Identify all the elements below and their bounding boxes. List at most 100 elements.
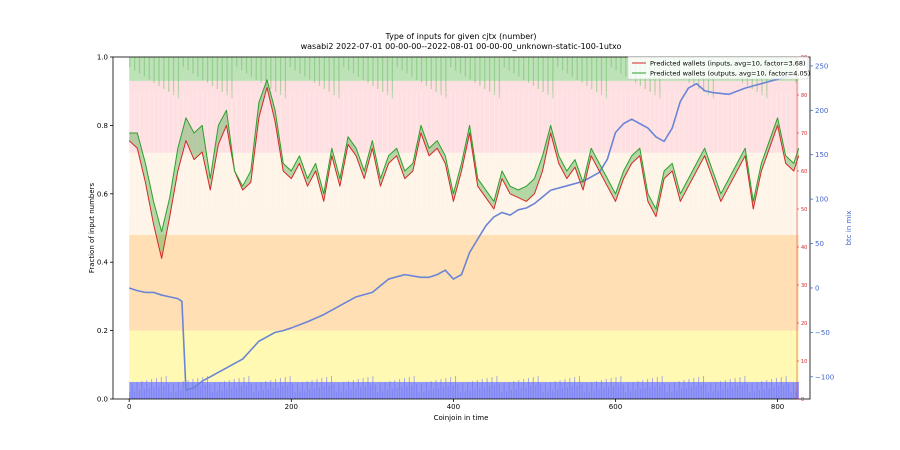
stripe-light [226,91,228,211]
stripe-blue [649,387,651,399]
y-axis-right-outer: −100 −50 0 50 100 150 200 250 [810,62,834,381]
stripe-blue [598,389,600,399]
stripe-green [386,57,389,96]
stripe-light [357,91,359,211]
stripe-blue [382,391,384,399]
stripe-blue [292,384,294,399]
stripe-light [600,91,602,211]
stripe-blue [455,376,457,399]
stripe-green [245,57,248,74]
stripe-blue [581,384,583,399]
stripe-green [236,57,238,68]
stripe-light [596,91,597,211]
stripe-blue [231,388,233,399]
stripe-blue [603,388,605,399]
y3-tick-label: 0 [801,397,804,403]
stripe-light [508,91,510,211]
stripe-light [678,91,680,211]
stripe-green [416,57,418,80]
stripe-blue [357,379,359,399]
stripe-blue [744,376,746,399]
stripe-blue [630,391,632,399]
x-tick-label: 400 [447,403,460,411]
stripe-light [615,91,617,211]
stripe-blue [279,378,281,399]
y3-tick-label: 60 [801,169,807,175]
stripe-blue [151,379,153,399]
stripe-green [459,57,462,74]
stripe-blue [194,387,196,399]
stripe-blue [656,377,658,399]
stripe-blue [727,388,729,399]
background-band-4 [129,80,799,153]
stripe-light [265,91,267,211]
stripe-green [172,57,175,96]
stripe-blue [503,383,505,399]
y3-tick-label: 80 [801,93,807,99]
stripe-light [795,91,797,211]
stripe-blue [513,381,515,399]
stripe-light [649,91,651,211]
stripe-blue [270,380,272,399]
stripe-light [586,91,588,211]
stripe-blue [396,388,398,399]
y2-tick-label: 150 [815,151,828,159]
y2-tick-label: −100 [815,373,834,381]
x-tick-label: 0 [127,403,131,411]
stripe-light [250,91,252,211]
stripe-blue [775,378,777,399]
y2-tick-label: 0 [815,284,819,292]
stripe-light [756,91,758,211]
stripe-light [775,91,777,211]
stripe-light [304,91,306,211]
stripe-blue [311,380,313,399]
stripe-light [732,91,733,211]
stripe-green [270,57,272,90]
stripe-light [659,91,661,211]
stripe-blue [350,389,352,399]
stripe-light [445,91,447,211]
stripe-green [493,57,496,96]
stripe-light [323,91,325,211]
stripe-green [241,57,243,71]
y2-tick-label: 100 [815,196,828,204]
stripe-green [440,57,442,96]
stripe-light [362,91,364,211]
stripe-green [192,57,194,74]
stripe-green [284,57,287,99]
stripe-green [445,57,447,99]
stripe-blue [535,385,537,399]
stripe-blue [758,390,760,399]
stripe-blue [294,392,296,399]
stripe-blue [450,377,452,399]
stripe-green [129,57,131,68]
stripe-blue [384,382,386,399]
stripe-blue [335,392,337,399]
stripe-blue [355,388,357,399]
stripe-green [464,57,466,77]
stripe-blue [666,392,668,399]
stripe-light [450,91,451,211]
stripe-blue [768,388,770,399]
stripe-blue [510,390,512,399]
stripe-blue [593,390,595,399]
stripe-blue [158,386,160,399]
stripe-green [430,57,432,90]
stripe-blue [250,384,252,399]
stripe-blue [613,386,615,399]
stripe-green [420,57,423,83]
stripe-blue [527,378,529,399]
stripe-blue [262,390,264,399]
stripe-green [182,57,184,68]
stripe-blue [348,381,350,399]
stripe-blue [783,385,785,399]
stripe-light [576,91,578,211]
stripe-light [571,91,573,211]
stripe-blue [705,384,707,399]
stripe-blue [331,376,333,399]
stripe-blue [255,383,257,399]
background-band-2 [129,234,799,331]
stripe-blue [236,387,238,399]
stripe-blue [182,381,184,399]
stripe-light [751,91,753,211]
